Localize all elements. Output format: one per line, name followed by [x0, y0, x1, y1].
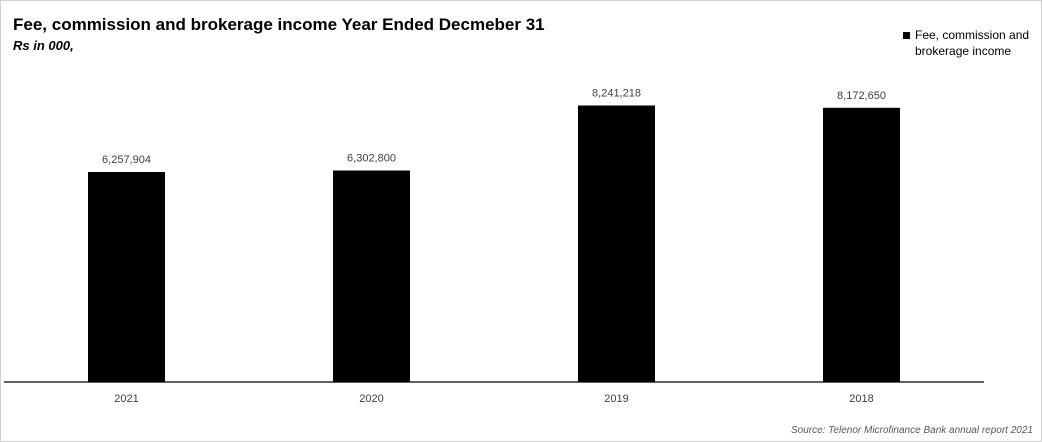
bar-2020	[333, 170, 410, 382]
bar-2021	[88, 172, 165, 382]
data-label-2021: 6,257,904	[102, 154, 151, 166]
bar-2018	[823, 107, 900, 383]
x-tick-label-2018: 2018	[849, 393, 873, 405]
chart-subtitle: Rs in 000,	[13, 38, 74, 53]
x-tick-label-2019: 2019	[604, 393, 628, 405]
x-tick-label-2021: 2021	[114, 393, 138, 405]
source-note: Source: Telenor Microfinance Bank annual…	[790, 425, 1033, 436]
legend-label: Fee, commission and brokerage income	[915, 28, 1030, 58]
data-label-2020: 6,302,800	[347, 153, 396, 165]
chart-title: Fee, commission and brokerage income Yea…	[13, 15, 545, 34]
x-tick-label-2020: 2020	[359, 393, 383, 405]
data-label-2018: 8,172,650	[837, 90, 886, 102]
chart-legend: Fee, commission and brokerage income	[903, 27, 1038, 59]
bar-2019	[578, 105, 655, 382]
legend-swatch	[903, 32, 910, 39]
data-label-2019: 8,241,218	[592, 88, 641, 100]
